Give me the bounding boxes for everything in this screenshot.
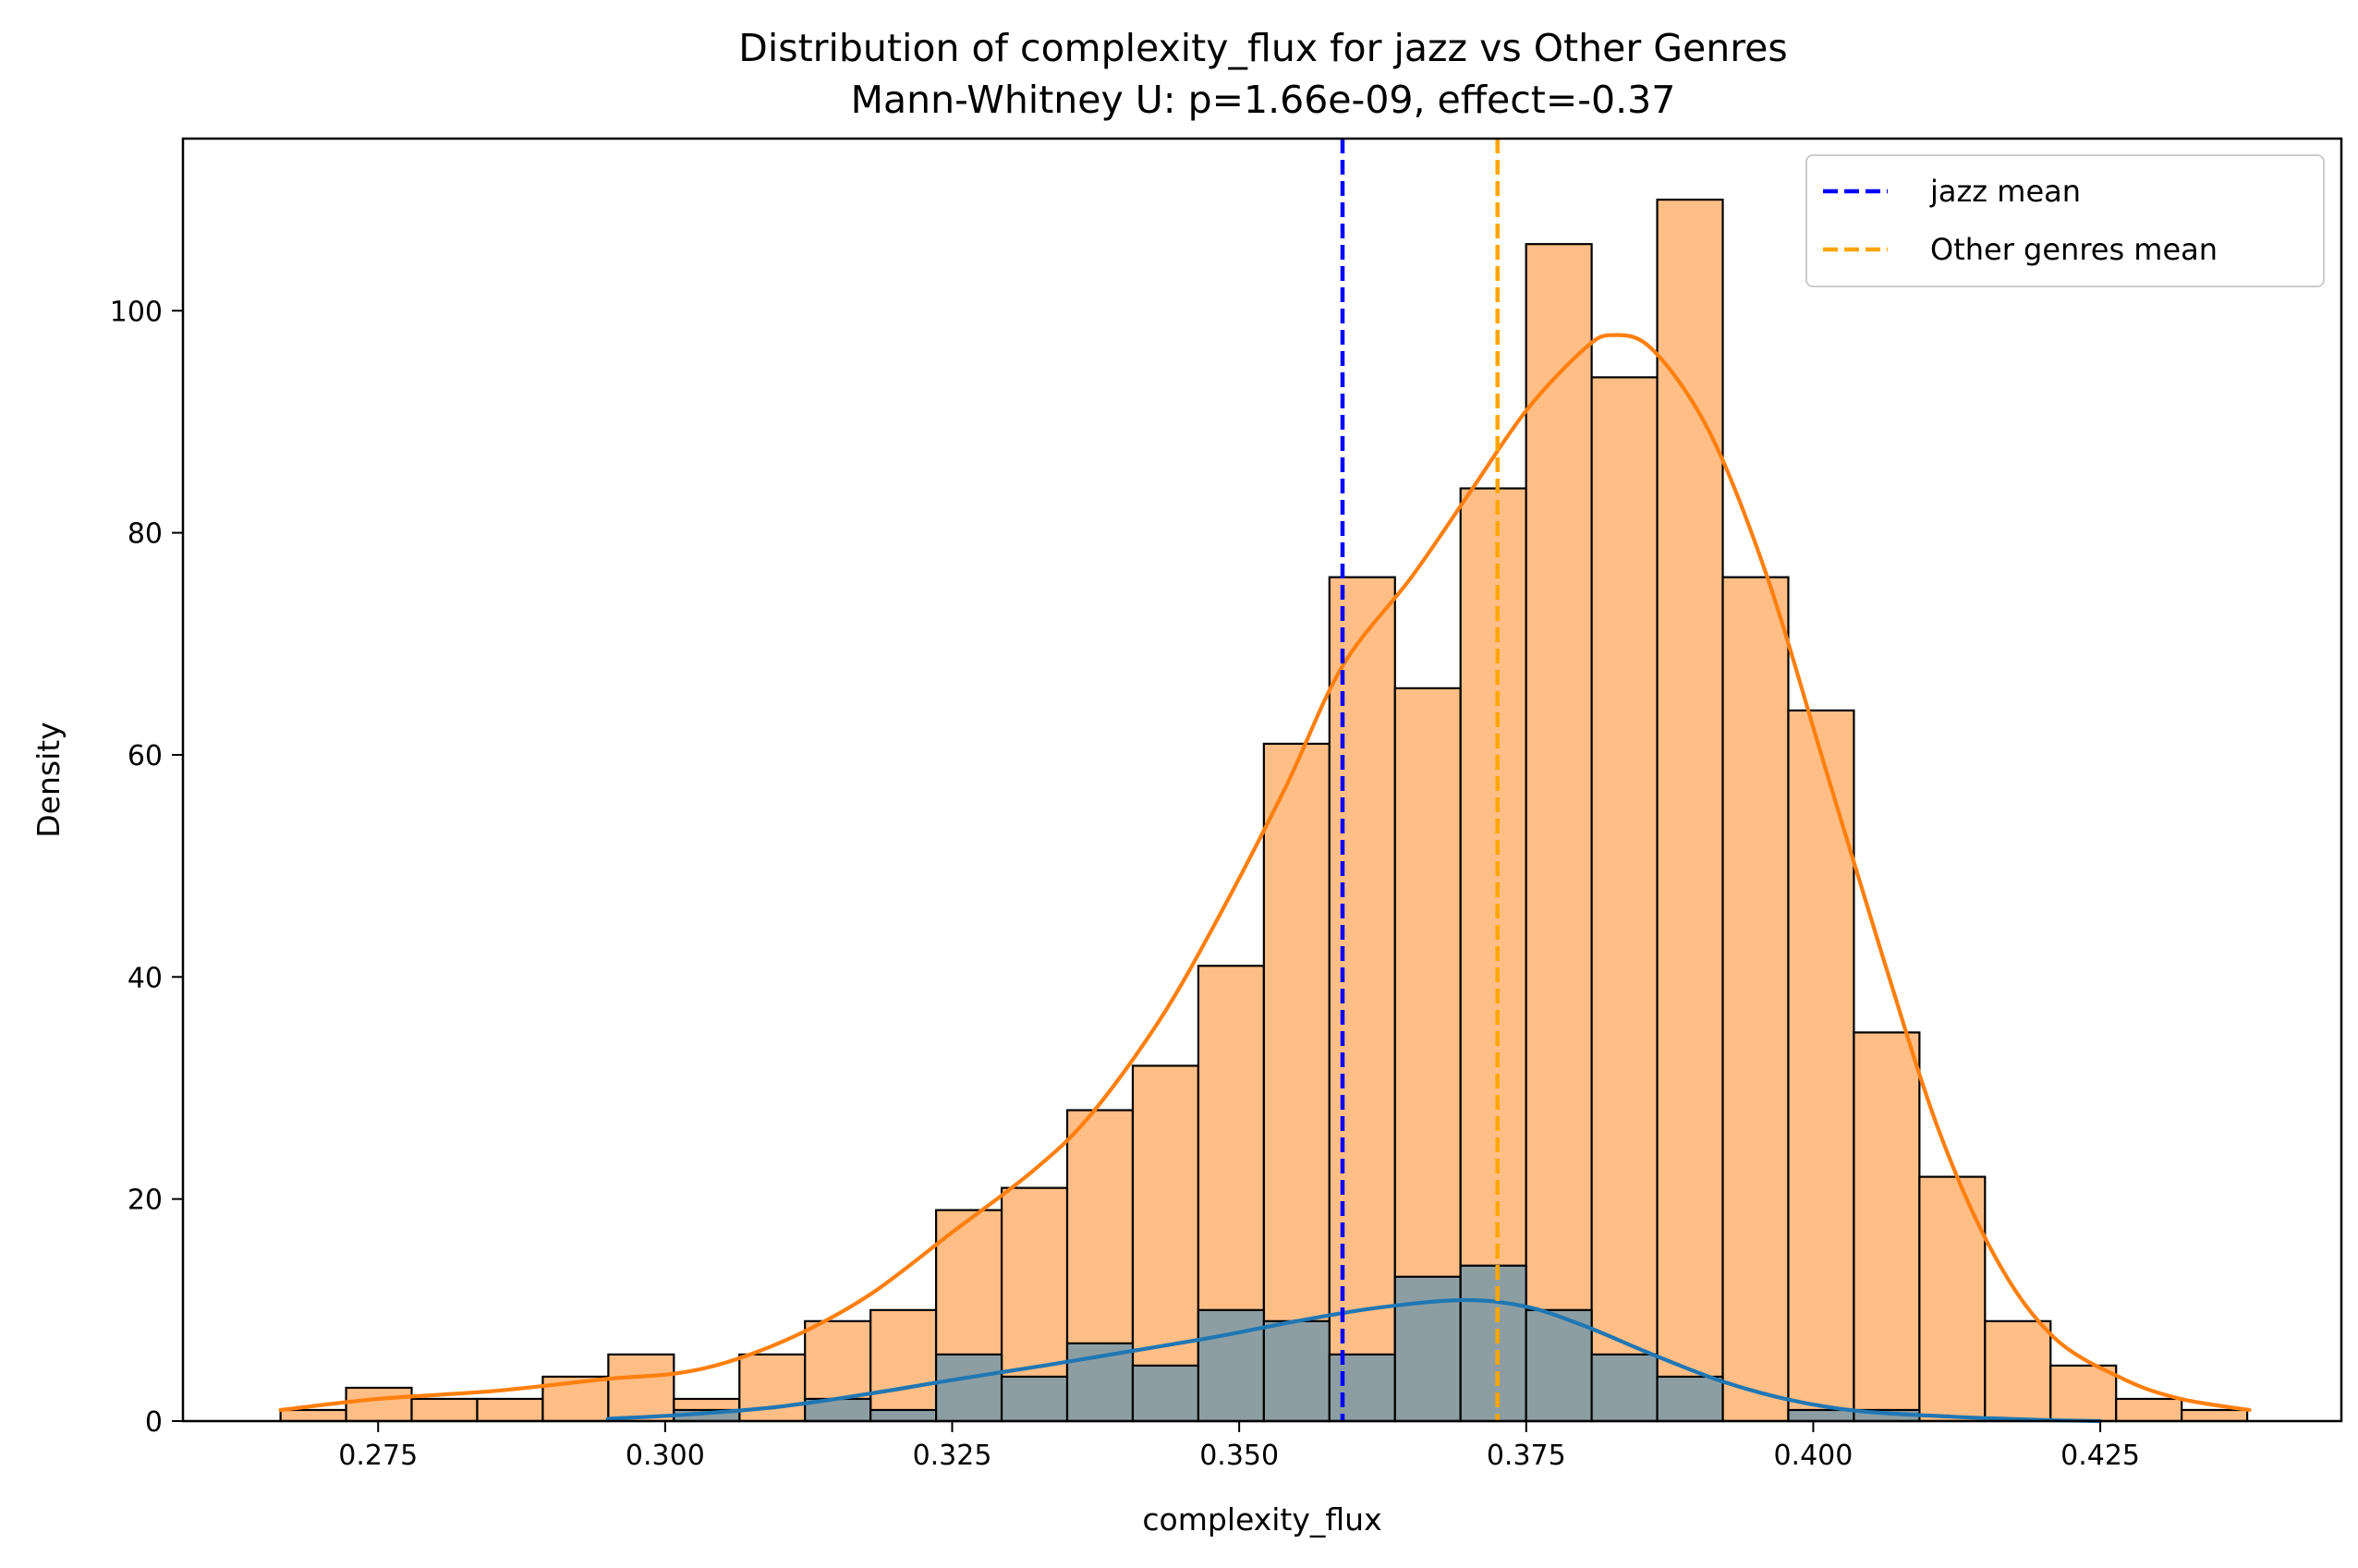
jazz-bars (673, 1264, 1921, 1423)
x-tick-label: 0.350 (1199, 1440, 1279, 1472)
other-bar (869, 1308, 938, 1423)
kde-curves (278, 333, 2252, 1424)
legend-box (1805, 154, 2325, 287)
other-bar (1984, 1319, 2052, 1423)
plot-frame (181, 137, 2343, 1423)
mean-lines (1340, 139, 1500, 1421)
x-tick-label: 0.275 (338, 1440, 418, 1472)
jazz-bar (1459, 1264, 1527, 1423)
other-bar (1787, 709, 1855, 1423)
jazz-bar (1000, 1375, 1069, 1423)
other-bar (476, 1397, 544, 1423)
y-axis-label: Density (30, 722, 67, 837)
jazz-kde-line (605, 1297, 2103, 1424)
legend-other-mean-label: Other genres mean (1930, 232, 2218, 267)
y-tick-label: 0 (145, 1406, 163, 1439)
y-tick-label: 40 (128, 962, 163, 994)
other-bar (607, 1353, 675, 1423)
x-axis-ticks: 0.275 0.300 0.325 0.350 0.375 0.400 0.425 (338, 1421, 2140, 1472)
legend: jazz mean Other genres mean (1805, 154, 2325, 287)
chart-subtitle: Mann-Whitney U: p=1.66e-09, effect=-0.37 (851, 78, 1676, 122)
y-tick-label: 80 (128, 518, 163, 551)
jazz-bar (1656, 1375, 1724, 1423)
x-tick-label: 0.425 (2060, 1440, 2140, 1472)
y-tick-label: 20 (128, 1185, 163, 1217)
other-genres-bars (279, 198, 2249, 1423)
jazz-bar (869, 1408, 938, 1423)
other-bar (1656, 198, 1724, 1423)
other-bar (1721, 576, 1790, 1423)
legend-jazz-mean-label: jazz mean (1929, 174, 2081, 209)
chart-title: Distribution of complexity_flux for jazz… (738, 26, 1788, 70)
x-tick-label: 0.300 (626, 1440, 705, 1472)
y-tick-label: 60 (128, 740, 163, 772)
y-tick-label: 100 (110, 296, 163, 328)
other-bar (2049, 1364, 2118, 1423)
x-tick-label: 0.375 (1487, 1440, 1566, 1472)
other-bar (410, 1397, 479, 1423)
other-bar (2181, 1408, 2249, 1423)
other-bar (279, 1408, 347, 1423)
other-bar (1853, 1031, 1921, 1423)
x-axis-label: complexity_flux (1142, 1501, 1381, 1538)
jazz-bar (1328, 1353, 1396, 1423)
other-bar (1328, 576, 1396, 1423)
jazz-bar (935, 1353, 1003, 1423)
jazz-bar (1197, 1308, 1265, 1423)
x-tick-label: 0.325 (913, 1440, 992, 1472)
other-bar (1525, 243, 1593, 1423)
other-bar (2115, 1397, 2183, 1423)
jazz-bar (1393, 1275, 1462, 1423)
other-kde-line (278, 333, 2252, 1413)
x-tick-label: 0.400 (1773, 1440, 1853, 1472)
other-bar (1131, 1064, 1200, 1423)
other-bar (1590, 376, 1659, 1423)
y-axis-ticks: 0 20 40 60 80 100 (110, 296, 183, 1439)
jazz-bar (1131, 1364, 1200, 1423)
jazz-bar (1787, 1408, 1855, 1423)
other-bar (345, 1386, 413, 1423)
jazz-bar (1590, 1353, 1659, 1423)
jazz-bar (1262, 1319, 1331, 1423)
